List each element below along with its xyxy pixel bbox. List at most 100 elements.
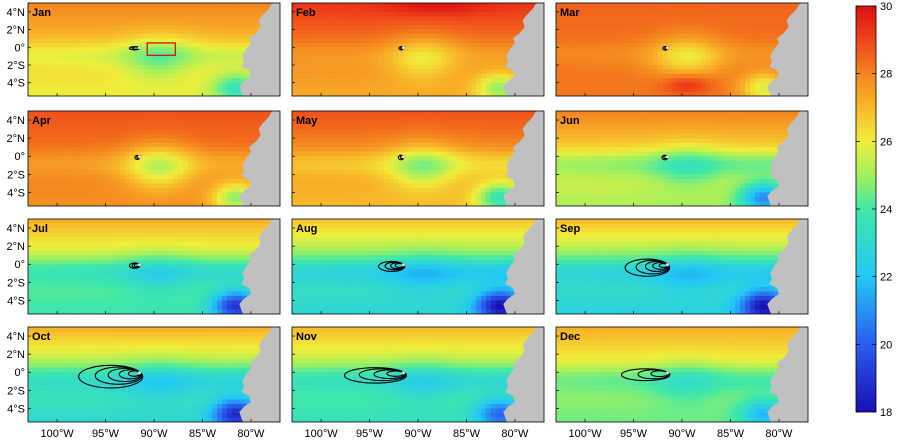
land-mass [767,111,808,206]
land-mass [767,219,808,314]
colorbar-tick-label: 24 [880,204,892,216]
lon-tick-label: 80°W [501,428,529,440]
lon-tick-label: 95°W [620,428,648,440]
map-panel-nov: Nov [291,326,545,423]
month-label: Mar [560,7,580,19]
land-mass [239,219,280,314]
land-mass [239,327,280,422]
lon-tick-label: 100°W [305,428,339,440]
sst-field [292,3,544,96]
eddy-center-marker [137,154,142,159]
study-region-box [146,42,176,56]
sst-field [292,111,544,206]
eddy-center-marker [401,154,406,159]
lat-tick-label: 4°S [7,295,25,307]
lat-tick-label: 2°N [7,241,26,253]
eddy-center-marker [665,370,670,375]
land-mass [767,3,808,96]
land-mass [503,327,544,422]
lat-tick-label: 4°S [7,78,25,90]
lat-tick-label: 0° [14,367,25,379]
contour-line [118,369,142,380]
contour-line [624,258,671,277]
month-label: Dec [560,331,580,343]
lon-tick-label: 90°W [140,428,168,440]
contour-line [78,364,144,389]
colorbar-tick-label: 22 [880,272,892,284]
eddy-center-marker [665,154,670,159]
lon-tick-label: 85°W [453,428,481,440]
lon-tick-label: 80°W [237,428,265,440]
contour-line [107,367,142,383]
map-panel-jun: Jun [555,110,809,207]
month-label: Oct [32,331,51,343]
month-label: May [296,115,318,127]
lon-tick-label: 95°W [92,428,120,440]
map-panels: Jan Feb Mar Apr May Jun Jul Aug Sep Oct Nov Dec [27,2,809,423]
map-panel-feb: Feb [291,2,545,97]
lon-tick-label: 85°W [189,428,217,440]
month-label: Jun [560,115,580,127]
eddy-center-marker [401,370,406,375]
land-mass [239,111,280,206]
lat-tick-label: 4°S [7,403,25,415]
contour-line [373,369,406,380]
lon-tick-label: 90°W [668,428,696,440]
sst-field [292,219,544,314]
eddy-contours [343,367,408,384]
land-mass [503,3,544,96]
lat-tick-label: 2°N [7,25,26,37]
lon-tick-label: 85°W [717,428,745,440]
contour-line [343,367,408,384]
sst-field [556,327,808,422]
lat-tick-label: 2°N [7,349,26,361]
contour-line [94,366,143,385]
lat-tick-label: 4°N [7,223,26,235]
contour-line [637,369,670,380]
month-label: Jan [32,7,51,19]
lat-tick-label: 0° [14,42,25,54]
lon-tick-label: 90°W [404,428,432,440]
map-panel-sep: Sep [555,218,809,315]
eddy-center-marker [665,45,670,50]
eddy-center-marker [137,45,142,50]
sst-field [28,327,280,422]
lat-tick-label: 0° [14,151,25,163]
land-mass [503,219,544,314]
lat-tick-label: 4°N [7,7,26,19]
map-panel-jan: Jan [27,2,281,97]
lat-tick-label: 4°N [7,115,26,127]
eddy-center-marker [137,370,142,375]
eddy-center-marker [401,45,406,50]
map-panel-aug: Aug [291,218,545,315]
sst-field [28,219,280,314]
eddy-center-marker [665,262,670,267]
lat-tick-label: 2°S [7,277,25,289]
month-label: Apr [32,115,52,127]
lat-tick-label: 2°N [7,133,26,145]
map-panel-apr: Apr [27,110,281,207]
sst-field [292,327,544,422]
eddy-contours [78,364,144,389]
month-label: Nov [296,331,318,343]
contour-line [635,259,670,275]
colorbar-tick-label: 28 [880,69,892,81]
lat-tick-label: 2°S [7,60,25,72]
map-panel-oct: Oct [27,326,281,423]
lat-tick-label: 2°S [7,385,25,397]
map-panel-dec: Dec [555,326,809,423]
lat-tick-label: 2°S [7,169,25,181]
colorbar: 18 20 22 24 26 28 30 [855,1,892,419]
eddy-center-marker [401,262,406,267]
eddy-contours [620,368,671,382]
map-axes: 4°N 2°N 0° 2°S 4°S 4°N 2°N 0° 2°S 4°S 4°N 2°N 0° 2°S 4… [7,7,793,440]
colorbar-tick-label: 26 [880,136,892,148]
lon-tick-label: 80°W [765,428,793,440]
month-label: Sep [560,223,580,235]
land-mass [239,3,280,96]
sst-field [556,219,808,314]
month-label: Aug [296,223,317,235]
sst-field [28,111,280,206]
sst-field [556,3,808,96]
